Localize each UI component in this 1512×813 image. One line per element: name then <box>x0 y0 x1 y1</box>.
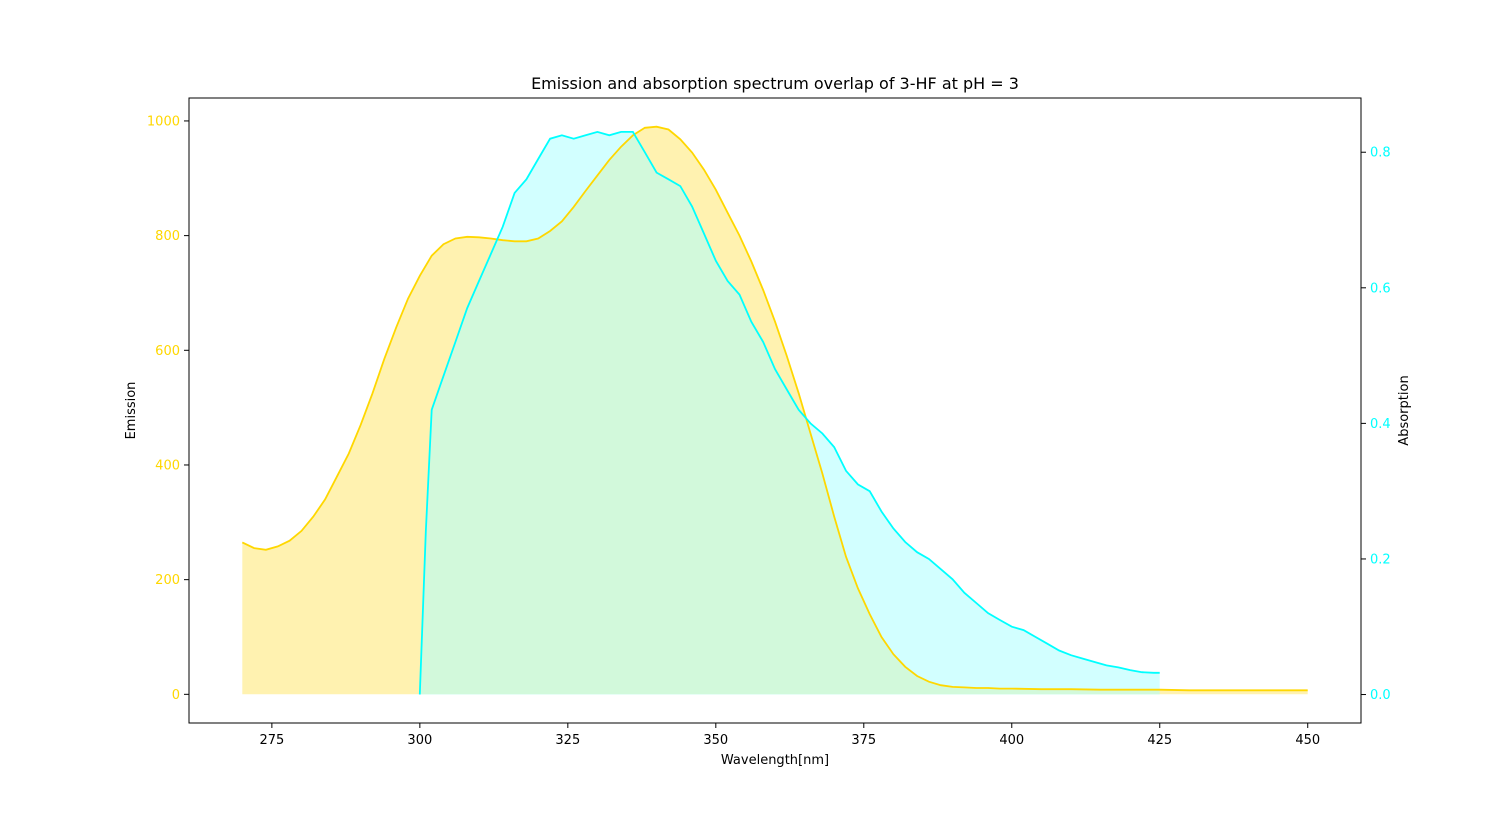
left-y-tick-label: 1000 <box>147 114 180 129</box>
x-tick-label: 450 <box>1295 733 1320 748</box>
left-y-tick-label: 400 <box>155 458 180 473</box>
right-y-axis-label: Absorption <box>1397 375 1412 445</box>
chart-title: Emission and absorption spectrum overlap… <box>531 74 1019 93</box>
right-y-axis-ticks: 0.0 0.2 0.4 0.6 0.8 <box>1361 146 1391 703</box>
absorption-series-line <box>418 130 1160 695</box>
left-y-axis-label: Emission <box>124 382 139 440</box>
right-y-tick-label: 0.6 <box>1370 281 1391 296</box>
plot-area: 275 300 325 350 375 400 425 450 0 200 400 600 800 10… <box>147 97 1391 748</box>
right-y-tick-label: 0.0 <box>1370 688 1391 703</box>
left-y-tick-label: 800 <box>155 229 180 244</box>
left-y-tick-label: 0 <box>172 688 180 703</box>
x-tick-label: 425 <box>1147 733 1172 748</box>
series-lines <box>241 125 1308 695</box>
absorption-area-fill <box>419 131 1160 695</box>
x-tick-label: 400 <box>999 733 1024 748</box>
series-fills <box>242 126 1308 695</box>
right-y-tick-label: 0.2 <box>1370 552 1391 567</box>
x-tick-label: 350 <box>703 733 728 748</box>
x-axis-ticks: 275 300 325 350 375 400 425 450 <box>259 723 1320 748</box>
right-y-tick-label: 0.4 <box>1370 417 1391 432</box>
emission-series-line <box>241 125 1308 692</box>
right-y-tick-label: 0.8 <box>1370 146 1391 161</box>
x-tick-label: 275 <box>259 733 284 748</box>
x-tick-label: 325 <box>555 733 580 748</box>
axes-frame <box>188 97 1362 724</box>
x-axis-label: Wavelength[nm] <box>721 753 829 768</box>
left-y-tick-label: 200 <box>155 573 180 588</box>
left-y-tick-label: 600 <box>155 344 180 359</box>
x-tick-label: 375 <box>851 733 876 748</box>
x-tick-label: 300 <box>407 733 432 748</box>
left-y-axis-ticks: 0 200 400 600 800 1000 <box>147 114 189 703</box>
